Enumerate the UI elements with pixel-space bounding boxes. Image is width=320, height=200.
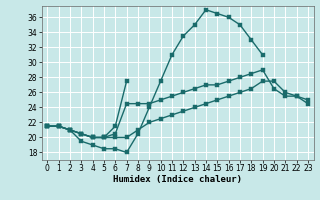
X-axis label: Humidex (Indice chaleur): Humidex (Indice chaleur): [113, 175, 242, 184]
